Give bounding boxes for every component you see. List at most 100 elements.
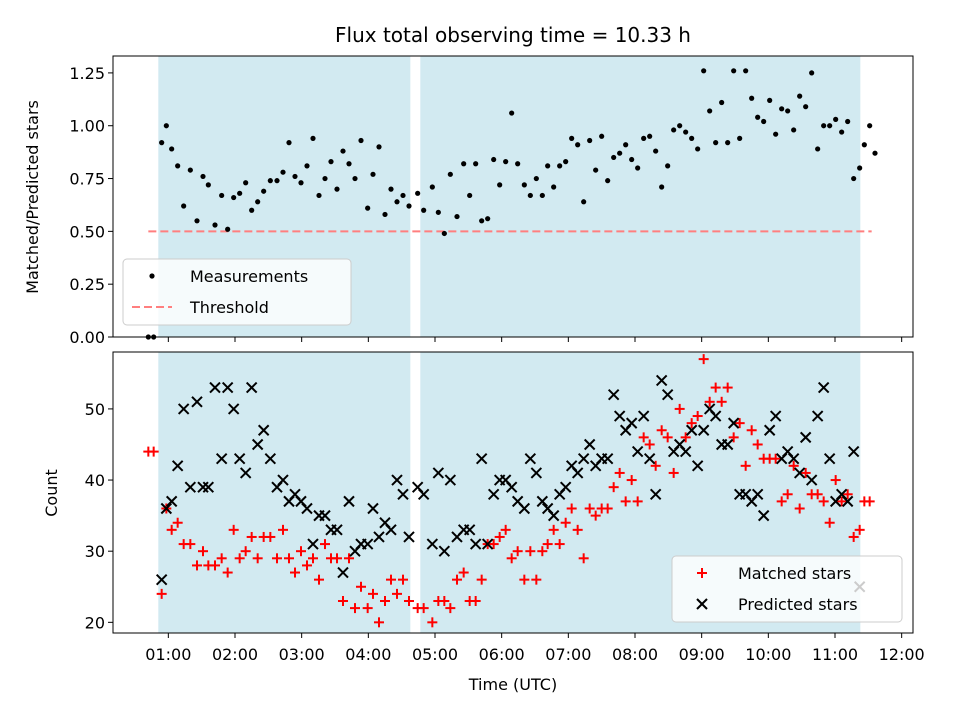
predicted-star-point (643, 453, 656, 465)
measurement-point (237, 190, 243, 196)
chart-title: Flux total observing time = 10.33 h (335, 23, 691, 47)
predicted-star-point (487, 488, 500, 500)
predicted-star-point (691, 460, 704, 472)
matched-star-point (314, 574, 324, 585)
predicted-star-point (727, 417, 740, 429)
predicted-star-point (155, 573, 168, 586)
observing-window (420, 56, 861, 337)
matched-star-point (439, 595, 450, 606)
matched-star-point (584, 503, 595, 514)
measurement-point (406, 203, 412, 209)
y-tick-label: 0.75 (69, 170, 105, 189)
measurement-point (707, 108, 713, 114)
matched-star-point (704, 396, 715, 407)
measurement-point (316, 192, 322, 199)
x-b (343, 495, 355, 508)
measurement-point (334, 186, 340, 192)
matched-star-point (185, 539, 196, 550)
predicted-star-point (751, 488, 764, 500)
x-b (511, 495, 524, 508)
x-b (277, 474, 289, 486)
x-b (518, 502, 531, 515)
measurement-point (225, 226, 231, 232)
x-b (319, 509, 331, 522)
measurement-point (503, 159, 509, 165)
predicted-star-point (319, 509, 331, 522)
predicted-star-point (661, 388, 674, 401)
measurement-point (797, 93, 803, 99)
measurement-point (352, 175, 358, 182)
x-b (411, 481, 424, 493)
matched-star-point (614, 467, 625, 478)
measurement-point (479, 218, 485, 224)
x-b (841, 495, 854, 508)
x-b (721, 438, 734, 451)
predicted-star-point (481, 538, 494, 550)
matched-star-point (776, 496, 787, 507)
measurement-point (200, 173, 206, 180)
measurement-point (194, 218, 200, 224)
x-b (530, 467, 543, 479)
measurement-point (587, 137, 593, 144)
x-b (799, 431, 812, 444)
x-tick-label: 04:00 (345, 645, 391, 664)
matched-star-point (710, 382, 721, 393)
matched-star-point (578, 553, 589, 564)
measurement-point (791, 127, 797, 133)
x-b (781, 445, 794, 458)
matched-star-point (374, 617, 384, 628)
measurement-point (533, 175, 539, 182)
x-b (559, 481, 572, 493)
x-b (391, 474, 403, 486)
measurement-point (280, 169, 286, 175)
measurement-point (267, 178, 273, 184)
predicted-star-point (547, 509, 560, 522)
x-b (637, 410, 650, 422)
measurement-point (575, 142, 581, 148)
predicted-star-point (438, 545, 451, 557)
predicted-star-point (165, 495, 178, 508)
x-b (565, 460, 578, 472)
x-b (613, 410, 626, 422)
matched-star-point (148, 446, 159, 457)
predicted-star-point (697, 424, 710, 436)
predicted-star-point (337, 566, 349, 579)
y-tick-label: 20 (85, 613, 105, 632)
measurement-point (623, 142, 629, 148)
x-b (709, 410, 722, 422)
measurement-point (441, 230, 447, 237)
predicted-star-point (277, 474, 289, 486)
measurement-point (447, 171, 453, 177)
matched-star-point (246, 531, 257, 542)
measurement-point (346, 161, 352, 167)
x-b (301, 502, 313, 515)
x-b (155, 573, 168, 586)
y-tick-label: 0.00 (69, 328, 105, 347)
measurement-point (328, 159, 334, 165)
predicted-star-point (432, 467, 445, 479)
x-b (571, 467, 584, 479)
x-b (463, 524, 476, 536)
matched-star-point (848, 531, 859, 542)
matched-star-point (650, 460, 661, 471)
predicted-star-point (215, 453, 228, 465)
measurement-point (521, 182, 527, 188)
predicted-star-point (184, 481, 197, 493)
measurement-point (219, 192, 225, 199)
legend-marker-measurements (149, 273, 155, 279)
matched-star-point (662, 432, 673, 443)
predicted-star-point (397, 488, 409, 500)
x-b (751, 488, 764, 500)
predicted-star-point (391, 474, 403, 486)
measurement-point (599, 133, 605, 139)
x-b (577, 453, 590, 465)
measurement-point (515, 161, 521, 167)
predicted-star-point (417, 488, 430, 500)
measurement-point (839, 129, 845, 135)
x-b (417, 488, 430, 500)
measurement-point (671, 127, 677, 133)
x-b (239, 467, 252, 479)
measurement-point (821, 123, 827, 129)
measurement-point (581, 199, 587, 205)
x-b (403, 531, 415, 543)
